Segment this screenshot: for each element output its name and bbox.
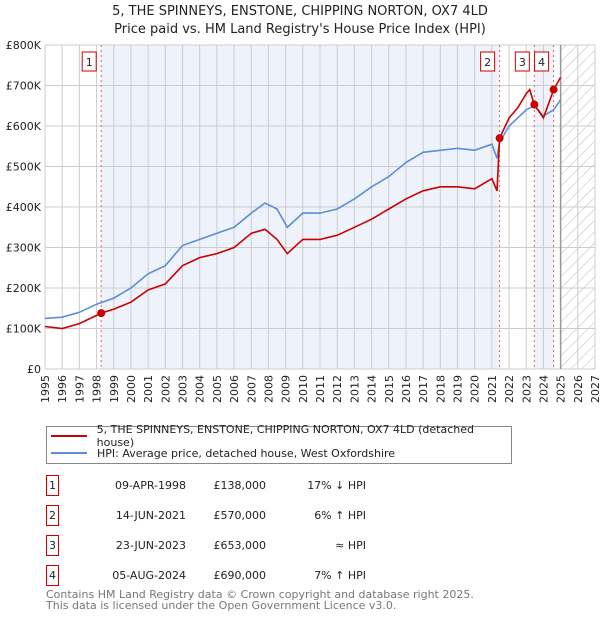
footer-line: Contains HM Land Registry data © Crown c… xyxy=(46,588,474,601)
sale-badge xyxy=(514,51,530,72)
x-tick-label: 2011 xyxy=(314,375,327,403)
sale-row: 2 14-JUN-2021 £570,000 6% ↑ HPI xyxy=(46,505,600,527)
x-tick-label: 2005 xyxy=(211,375,224,403)
x-tick-label: 2013 xyxy=(348,375,361,403)
x-tick-label: 2003 xyxy=(177,375,190,403)
sale-date: 14-JUN-2021 xyxy=(115,509,186,522)
sale-badge-label: 4 xyxy=(538,56,545,69)
chart-title: 5, THE SPINNEYS, ENSTONE, CHIPPING NORTO… xyxy=(112,4,488,19)
x-tick-label: 2001 xyxy=(142,375,155,403)
sale-badge-label: 3 xyxy=(519,56,526,69)
legend-item-property: 5, THE SPINNEYS, ENSTONE, CHIPPING NORTO… xyxy=(51,423,511,449)
hpi-line xyxy=(44,99,562,320)
x-tick-label: 2012 xyxy=(331,375,344,403)
sale-number-badge: 1 xyxy=(46,475,59,496)
x-tick-label: 1997 xyxy=(73,375,86,403)
legend-swatch-blue xyxy=(51,452,87,454)
x-tick-label: 2018 xyxy=(434,375,447,403)
sale-date: 05-AUG-2024 xyxy=(112,569,186,582)
x-tick-label: 2020 xyxy=(469,375,482,403)
x-tick-label: 2006 xyxy=(228,375,241,403)
x-tick-label: 2000 xyxy=(125,375,138,403)
x-tick-label: 2024 xyxy=(537,375,550,403)
x-tick-label: 2004 xyxy=(194,375,207,403)
y-tick-label: £100K xyxy=(6,323,42,336)
sale-badge xyxy=(81,51,97,72)
property-price-line xyxy=(44,77,562,330)
y-tick-label: £500K xyxy=(6,161,42,174)
legend: 5, THE SPINNEYS, ENSTONE, CHIPPING NORTO… xyxy=(46,423,512,464)
y-tick-label: £200K xyxy=(6,282,42,295)
y-tick-label: £700K xyxy=(6,80,42,93)
sale-badge-label: 2 xyxy=(484,56,491,69)
x-tick-label: 2002 xyxy=(159,375,172,403)
footer-line: This data is licensed under the Open Gov… xyxy=(46,599,397,612)
price-chart: 1995 1996 1997 1998 1999 2000 2001 2002 2003 2004… xyxy=(6,39,600,403)
y-tick-label: £300K xyxy=(6,242,42,255)
sale-price: £570,000 xyxy=(213,509,267,522)
x-tick-label: 2027 xyxy=(589,375,600,403)
sale-date: 23-JUN-2023 xyxy=(115,539,186,552)
sale-number-badge: 3 xyxy=(46,535,59,556)
x-tick-label: 2026 xyxy=(572,375,585,403)
x-tick-label: 2017 xyxy=(417,375,430,403)
sale-row: 4 05-AUG-2024 £690,000 7% ↑ HPI xyxy=(46,565,600,587)
legend-swatch-red xyxy=(51,435,87,437)
x-tick-label: 2008 xyxy=(262,375,275,403)
sale-price: £138,000 xyxy=(213,479,267,492)
sale-row: 3 23-JUN-2023 £653,000 ≈ HPI xyxy=(46,535,600,557)
x-tick-label: 2025 xyxy=(555,375,568,403)
sale-point xyxy=(549,85,558,94)
x-tick-label: 2009 xyxy=(280,375,293,403)
y-tick-label: £600K xyxy=(6,120,42,133)
x-tick-label: 2014 xyxy=(366,375,379,403)
x-tick-label: 1996 xyxy=(56,375,69,403)
y-tick-label: £800K xyxy=(6,39,42,52)
sale-number-badge: 2 xyxy=(46,505,59,526)
legend-label: HPI: Average price, detached house, West… xyxy=(97,446,396,460)
sale-badge-label: 1 xyxy=(86,56,93,69)
y-tick-label: £400K xyxy=(6,201,42,214)
sale-point xyxy=(495,134,504,143)
sale-badge xyxy=(480,51,496,72)
x-tick-label: 2023 xyxy=(520,375,533,403)
x-tick-label: 2007 xyxy=(245,375,258,403)
sale-date: 09-APR-1998 xyxy=(114,479,186,492)
x-tick-label: 1995 xyxy=(39,375,52,403)
chart-subtitle: Price paid vs. HM Land Registry's House … xyxy=(114,22,486,37)
sale-hpi-diff: 7% ↑ HPI xyxy=(314,569,366,582)
sale-row: 1 09-APR-1998 £138,000 17% ↓ HPI xyxy=(46,475,600,497)
sale-hpi-diff: 17% ↓ HPI xyxy=(307,479,366,492)
sale-point xyxy=(97,309,106,318)
x-tick-label: 2016 xyxy=(400,375,413,403)
sale-badge xyxy=(534,51,550,72)
legend-item-hpi: HPI: Average price, detached house, West… xyxy=(51,445,395,461)
sale-hpi-diff: 6% ↑ HPI xyxy=(314,509,366,522)
sale-price: £653,000 xyxy=(213,539,267,552)
x-tick-label: 1999 xyxy=(108,375,121,403)
x-tick-label: 2022 xyxy=(503,375,516,403)
y-tick-label: £0 xyxy=(27,363,41,376)
footer: Contains HM Land Registry data © Crown c… xyxy=(46,589,474,611)
x-tick-label: 1998 xyxy=(91,375,104,403)
sale-price: £690,000 xyxy=(213,569,267,582)
x-tick-label: 2015 xyxy=(383,375,396,403)
sale-number-badge: 4 xyxy=(46,565,59,586)
x-tick-label: 2010 xyxy=(297,375,310,403)
sale-point xyxy=(530,100,539,109)
x-tick-label: 2021 xyxy=(486,375,499,403)
sale-hpi-diff: ≈ HPI xyxy=(335,539,366,552)
x-tick-label: 2019 xyxy=(452,375,465,403)
legend-label: 5, THE SPINNEYS, ENSTONE, CHIPPING NORTO… xyxy=(96,423,474,449)
